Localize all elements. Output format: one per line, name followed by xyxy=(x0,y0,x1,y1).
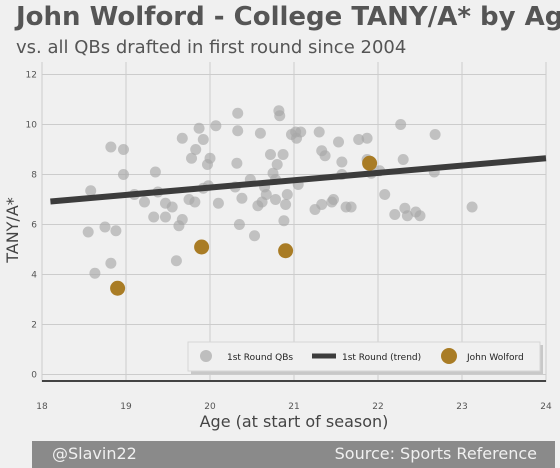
data-point-1st-round-qb xyxy=(333,136,345,148)
data-point-1st-round-qb xyxy=(278,215,290,227)
data-point-1st-round-qb xyxy=(327,194,339,205)
data-point-1st-round-qb xyxy=(379,189,391,200)
data-point-1st-round-qb xyxy=(110,225,122,237)
x-tick-label: 24 xyxy=(540,402,552,412)
data-point-1st-round-qb xyxy=(236,192,248,204)
data-point-1st-round-qb xyxy=(117,144,129,155)
data-point-john-wolford xyxy=(362,155,378,171)
data-point-1st-round-qb xyxy=(466,201,478,213)
data-point-1st-round-qb xyxy=(176,132,188,144)
data-point-1st-round-qb xyxy=(295,126,307,138)
data-point-1st-round-qb xyxy=(249,230,261,242)
data-point-john-wolford xyxy=(194,239,210,255)
y-tick-label: 4 xyxy=(31,271,37,281)
x-axis-ticks: 18 19 20 21 22 23 24 xyxy=(36,402,552,412)
legend-label-trend: 1st Round (trend) xyxy=(342,353,421,363)
chart-title: John Wolford - College TANY/A* by Age xyxy=(16,2,560,32)
data-point-1st-round-qb xyxy=(401,210,413,222)
footer-bar: @Slavin22 Source: Sports Reference xyxy=(32,441,555,468)
series-trend-line xyxy=(50,155,547,205)
data-point-1st-round-qb xyxy=(170,255,182,267)
data-point-1st-round-qb xyxy=(232,125,244,137)
y-tick-label: 12 xyxy=(26,71,37,81)
data-point-1st-round-qb xyxy=(280,199,292,210)
data-point-1st-round-qb xyxy=(231,157,243,169)
y-tick-label: 8 xyxy=(31,171,37,181)
y-tick-label: 2 xyxy=(31,321,37,331)
data-point-1st-round-qb xyxy=(345,201,357,213)
data-point-1st-round-qb xyxy=(148,211,160,223)
legend-label-john-wolford: John Wolford xyxy=(466,353,524,363)
data-point-1st-round-qb xyxy=(85,185,97,197)
x-tick-label: 22 xyxy=(372,402,383,412)
data-point-1st-round-qb xyxy=(212,197,224,209)
data-point-1st-round-qb xyxy=(166,201,178,213)
data-point-1st-round-qb xyxy=(197,134,209,145)
data-point-1st-round-qb xyxy=(99,221,111,233)
data-point-1st-round-qb xyxy=(271,159,283,170)
data-point-1st-round-qb xyxy=(138,196,150,208)
gridlines xyxy=(41,62,547,382)
data-point-1st-round-qb xyxy=(105,257,117,269)
data-point-1st-round-qb xyxy=(316,199,328,210)
data-point-1st-round-qb xyxy=(189,196,201,208)
trend-line xyxy=(50,155,547,205)
data-point-1st-round-qb xyxy=(233,219,245,230)
data-point-1st-round-qb xyxy=(336,156,348,168)
legend-label-1st-round-qbs: 1st Round QBs xyxy=(227,353,293,363)
data-point-1st-round-qb xyxy=(193,122,205,134)
data-point-1st-round-qb xyxy=(176,214,188,225)
data-point-1st-round-qb xyxy=(190,144,202,155)
data-point-1st-round-qb xyxy=(414,210,426,222)
data-point-1st-round-qb xyxy=(281,189,293,200)
data-point-1st-round-qb xyxy=(274,110,286,122)
legend-marker-john-wolford xyxy=(441,348,457,364)
data-point-1st-round-qb xyxy=(270,194,282,205)
x-tick-label: 19 xyxy=(120,402,132,412)
data-point-1st-round-qb xyxy=(264,149,276,160)
data-point-1st-round-qb xyxy=(232,107,244,119)
data-point-1st-round-qb xyxy=(159,211,171,223)
series-john-wolford xyxy=(110,155,378,296)
data-point-1st-round-qb xyxy=(204,152,216,164)
data-point-1st-round-qb xyxy=(254,127,266,139)
data-point-1st-round-qb xyxy=(319,150,331,162)
y-tick-label: 6 xyxy=(31,221,37,231)
data-point-1st-round-qb xyxy=(395,119,407,130)
legend: 1st Round QBs 1st Round (trend) John Wol… xyxy=(187,341,543,374)
data-point-1st-round-qb xyxy=(210,120,222,132)
legend-marker-1st-round-qbs xyxy=(200,350,212,362)
data-point-1st-round-qb xyxy=(105,141,117,153)
chart-subtitle: vs. all QBs drafted in first round since… xyxy=(16,37,407,58)
data-point-1st-round-qb xyxy=(361,132,373,144)
y-axis-ticks: 0 2 4 6 8 10 12 xyxy=(26,71,38,381)
data-point-1st-round-qb xyxy=(82,226,94,238)
x-tick-label: 23 xyxy=(456,402,467,412)
data-point-1st-round-qb xyxy=(186,152,198,164)
data-point-1st-round-qb xyxy=(277,149,289,160)
data-point-john-wolford xyxy=(110,280,126,296)
data-point-1st-round-qb xyxy=(313,126,325,138)
data-point-1st-round-qb xyxy=(429,129,441,140)
data-point-1st-round-qb xyxy=(353,134,365,145)
data-point-1st-round-qb xyxy=(397,154,409,165)
footer-author: @Slavin22 xyxy=(52,444,137,463)
footer-source: Source: Sports Reference xyxy=(334,444,537,463)
x-tick-label: 20 xyxy=(204,402,216,412)
x-tick-label: 18 xyxy=(36,402,48,412)
data-point-1st-round-qb xyxy=(260,189,272,200)
data-point-1st-round-qb xyxy=(149,166,161,178)
y-axis-label: TANY/A* xyxy=(3,197,22,264)
y-tick-label: 10 xyxy=(26,121,38,131)
x-axis-label: Age (at start of season) xyxy=(200,412,389,431)
data-point-1st-round-qb xyxy=(89,267,101,279)
data-point-1st-round-qb xyxy=(389,209,401,220)
x-tick-label: 21 xyxy=(288,402,299,412)
data-point-john-wolford xyxy=(278,243,294,259)
y-tick-label: 0 xyxy=(31,371,37,381)
data-point-1st-round-qb xyxy=(117,169,129,180)
legend-box xyxy=(187,341,541,372)
